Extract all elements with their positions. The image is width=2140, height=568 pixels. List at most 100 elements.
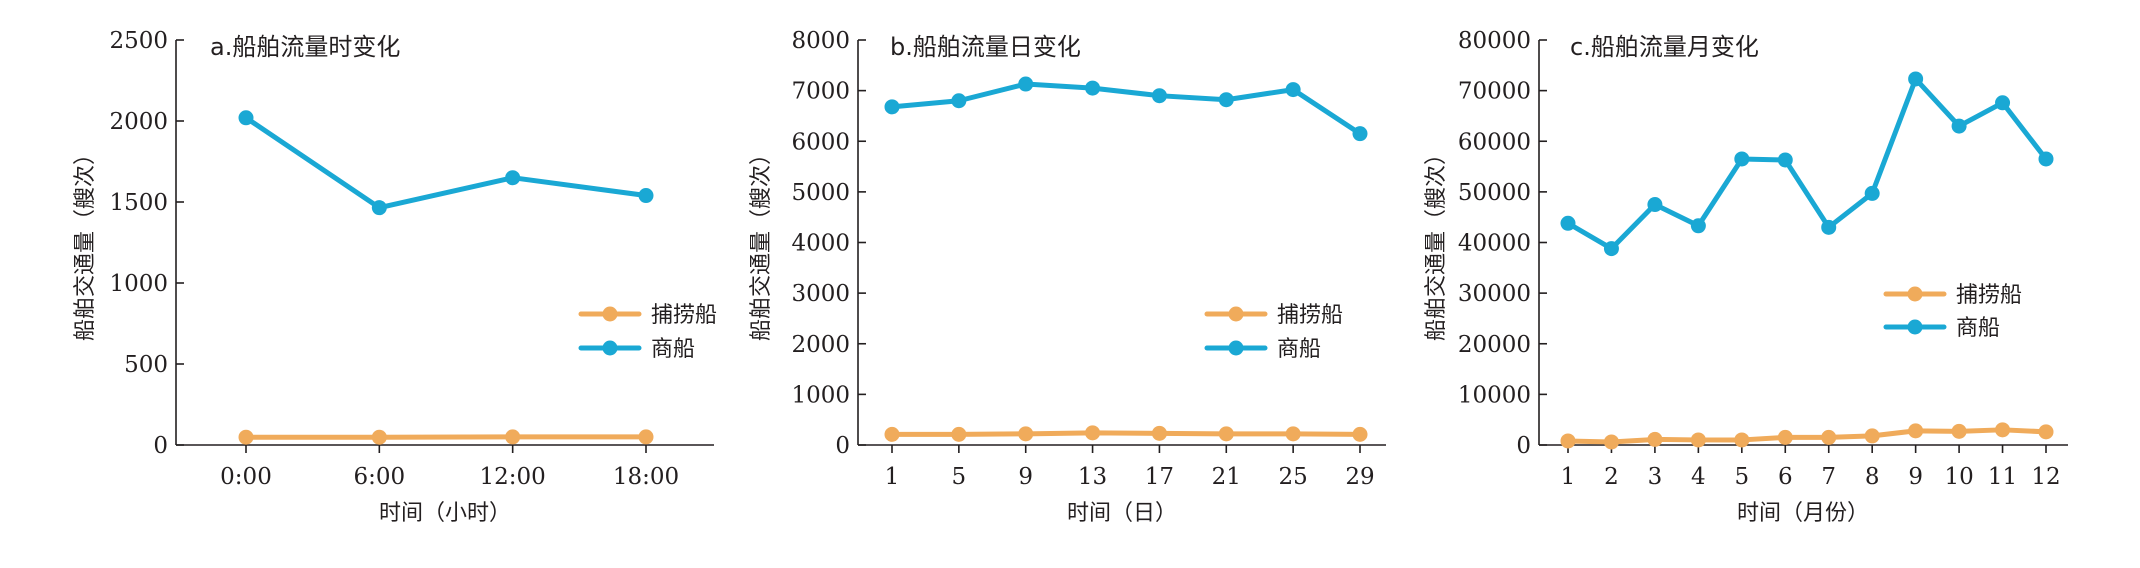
data-point-fishing xyxy=(1821,429,1837,445)
y-tick-label: 1500 xyxy=(109,190,168,216)
y-tick-label: 4000 xyxy=(791,231,850,257)
x-tick-label: 0:00 xyxy=(220,464,272,490)
series-line-merchant xyxy=(243,115,649,211)
x-tick-label: 29 xyxy=(1345,464,1374,490)
legend-label-merchant: 商船 xyxy=(1277,337,1321,362)
y-tick-label: 2000 xyxy=(109,109,168,135)
legend-marker-merchant xyxy=(1907,319,1923,335)
data-point-fishing xyxy=(1218,426,1234,442)
legend-label-merchant: 商船 xyxy=(651,337,695,362)
chart-title: b.船舶流量日变化 xyxy=(890,33,1081,61)
x-tick-label: 1 xyxy=(1561,464,1576,490)
chart-panel-3: 0 10000 20000 30000 40000 50000 60000 70000 8000… xyxy=(1424,28,2068,526)
data-point-fishing xyxy=(1085,425,1101,441)
y-tick-label: 30000 xyxy=(1458,281,1531,307)
x-tick-label: 18:00 xyxy=(613,464,679,490)
y-tick-label: 1000 xyxy=(791,382,850,408)
y-tick-label: 1000 xyxy=(109,271,168,297)
data-point-merchant xyxy=(1352,126,1368,142)
legend-label-fishing: 捕捞船 xyxy=(651,303,717,328)
data-point-merchant xyxy=(1821,219,1837,235)
legend-label-merchant: 商船 xyxy=(1956,316,2000,341)
data-point-merchant xyxy=(1995,95,2011,111)
data-point-fishing xyxy=(1603,434,1619,450)
x-axis-title: 时间（月份） xyxy=(1737,501,1869,526)
legend-label-fishing: 捕捞船 xyxy=(1277,303,1343,328)
x-tick-label: 5 xyxy=(1734,464,1749,490)
data-point-merchant xyxy=(1018,76,1034,92)
data-point-merchant xyxy=(371,200,387,216)
y-tick-label: 50000 xyxy=(1458,180,1531,206)
data-point-fishing xyxy=(505,429,521,445)
data-point-merchant xyxy=(1908,71,1924,87)
data-point-fishing xyxy=(1352,426,1368,442)
x-tick-label: 7 xyxy=(1821,464,1836,490)
y-tick-label: 6000 xyxy=(791,129,850,155)
data-point-fishing xyxy=(884,426,900,442)
y-axis-title: 船舶交通量（艘次） xyxy=(749,143,774,341)
data-point-fishing xyxy=(1690,432,1706,448)
x-tick-label: 9 xyxy=(1018,464,1033,490)
data-point-fishing xyxy=(638,429,654,445)
data-point-merchant xyxy=(638,188,654,204)
x-tick-label: 6 xyxy=(1778,464,1793,490)
data-point-fishing xyxy=(1777,429,1793,445)
data-point-fishing xyxy=(1151,425,1167,441)
data-point-merchant xyxy=(2038,151,2054,167)
x-tick-label: 3 xyxy=(1648,464,1663,490)
y-tick-label: 40000 xyxy=(1458,231,1531,257)
series-line-fishing xyxy=(889,430,1363,437)
data-point-merchant xyxy=(505,170,521,186)
data-point-merchant xyxy=(1777,152,1793,168)
x-tick-label: 13 xyxy=(1078,464,1107,490)
y-tick-label: 500 xyxy=(124,352,168,378)
x-tick-label: 6:00 xyxy=(354,464,406,490)
x-tick-label: 4 xyxy=(1691,464,1706,490)
x-tick-label: 9 xyxy=(1908,464,1923,490)
data-point-merchant xyxy=(1951,118,1967,134)
y-tick-label: 3000 xyxy=(791,281,850,307)
data-point-merchant xyxy=(951,93,967,109)
chart-title: a.船舶流量时变化 xyxy=(210,33,400,61)
x-tick-label: 12:00 xyxy=(480,464,546,490)
x-tick-label: 17 xyxy=(1145,464,1174,490)
legend-marker-fishing xyxy=(602,306,618,322)
data-point-merchant xyxy=(1864,185,1880,201)
legend-marker-merchant xyxy=(602,340,618,356)
data-point-merchant xyxy=(1151,88,1167,104)
y-axis-title: 船舶交通量（艘次） xyxy=(73,143,98,341)
data-point-merchant xyxy=(1218,92,1234,108)
y-tick-label: 0 xyxy=(1516,433,1531,459)
x-tick-label: 5 xyxy=(952,464,967,490)
data-point-fishing xyxy=(1734,432,1750,448)
data-point-merchant xyxy=(1690,218,1706,234)
chart-panel-2: 0 1000 2000 3000 4000 5000 6000 7000 8000 1 5 9 13 17… xyxy=(749,28,1386,526)
y-tick-label: 0 xyxy=(153,433,168,459)
y-tick-label: 60000 xyxy=(1458,129,1531,155)
y-tick-label: 10000 xyxy=(1458,382,1531,408)
y-tick-label: 70000 xyxy=(1458,79,1531,105)
y-tick-label: 7000 xyxy=(791,79,850,105)
series-line-merchant xyxy=(889,81,1363,137)
data-point-fishing xyxy=(1864,428,1880,444)
data-point-merchant xyxy=(884,99,900,115)
y-tick-label: 80000 xyxy=(1458,28,1531,54)
chart-panel-1: 0 500 1000 1500 2000 2500 0:00 6:00 12:00 18:00 a.… xyxy=(73,28,717,526)
x-tick-label: 21 xyxy=(1212,464,1241,490)
x-axis-title: 时间（小时） xyxy=(379,501,511,526)
legend-marker-fishing xyxy=(1228,306,1244,322)
y-axis-title: 船舶交通量（艘次） xyxy=(1424,143,1449,341)
data-point-fishing xyxy=(371,429,387,445)
data-point-fishing xyxy=(951,426,967,442)
data-point-fishing xyxy=(1018,426,1034,442)
data-point-merchant xyxy=(238,110,254,126)
data-point-merchant xyxy=(1603,241,1619,257)
data-point-fishing xyxy=(2038,424,2054,440)
y-tick-label: 20000 xyxy=(1458,332,1531,358)
data-point-merchant xyxy=(1647,197,1663,213)
data-point-merchant xyxy=(1085,80,1101,96)
series-line-fishing xyxy=(1565,427,2049,445)
